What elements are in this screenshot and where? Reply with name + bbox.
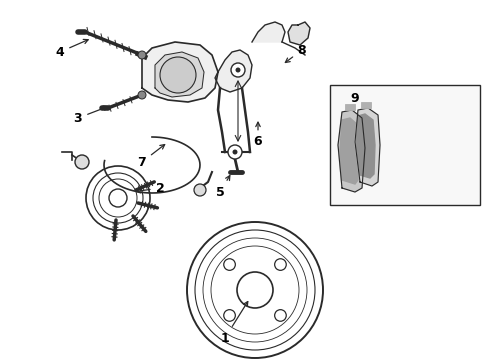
Polygon shape — [355, 108, 380, 186]
Circle shape — [231, 63, 245, 77]
Text: 5: 5 — [216, 176, 230, 198]
Polygon shape — [155, 52, 204, 97]
Text: 3: 3 — [74, 106, 108, 125]
Polygon shape — [338, 110, 365, 192]
Circle shape — [138, 51, 146, 59]
Circle shape — [232, 149, 238, 154]
Circle shape — [138, 91, 146, 99]
Polygon shape — [142, 42, 218, 102]
Text: 7: 7 — [138, 145, 165, 168]
Circle shape — [75, 155, 89, 169]
Circle shape — [236, 68, 241, 72]
Text: 4: 4 — [56, 39, 88, 58]
Circle shape — [228, 145, 242, 159]
Polygon shape — [215, 50, 252, 92]
Bar — [330, 85, 480, 205]
Bar — [345, 104, 355, 110]
Text: 2: 2 — [136, 181, 164, 194]
Circle shape — [160, 57, 196, 93]
Text: 6: 6 — [254, 122, 262, 148]
Polygon shape — [356, 114, 375, 178]
Polygon shape — [340, 118, 360, 184]
Text: 8: 8 — [285, 44, 306, 63]
Bar — [361, 102, 371, 108]
Polygon shape — [252, 22, 285, 42]
Text: 1: 1 — [220, 302, 248, 345]
Polygon shape — [288, 22, 310, 45]
Text: 9: 9 — [351, 91, 359, 104]
Circle shape — [194, 184, 206, 196]
